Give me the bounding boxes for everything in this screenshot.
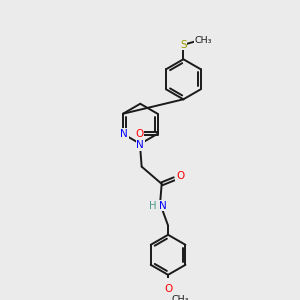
- Text: O: O: [136, 129, 144, 139]
- Text: O: O: [164, 284, 172, 294]
- Text: CH₃: CH₃: [195, 36, 212, 45]
- Text: N: N: [120, 129, 128, 139]
- Text: H: H: [149, 201, 156, 211]
- Text: N: N: [136, 140, 144, 150]
- Text: O: O: [176, 170, 184, 181]
- Text: N: N: [159, 201, 167, 211]
- Text: S: S: [180, 40, 187, 50]
- Text: CH₃: CH₃: [171, 295, 188, 300]
